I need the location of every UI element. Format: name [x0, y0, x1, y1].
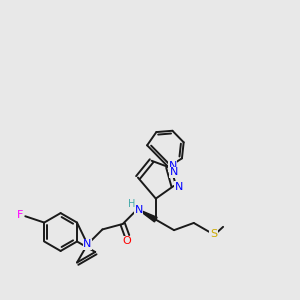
Text: O: O — [123, 236, 131, 246]
Text: H: H — [128, 199, 135, 209]
Text: N: N — [169, 167, 178, 177]
Text: N: N — [168, 161, 177, 171]
Text: N: N — [134, 205, 143, 215]
Text: S: S — [210, 229, 217, 239]
Polygon shape — [138, 209, 157, 222]
Text: N: N — [175, 182, 183, 192]
Text: N: N — [83, 239, 92, 249]
Text: F: F — [17, 210, 23, 220]
